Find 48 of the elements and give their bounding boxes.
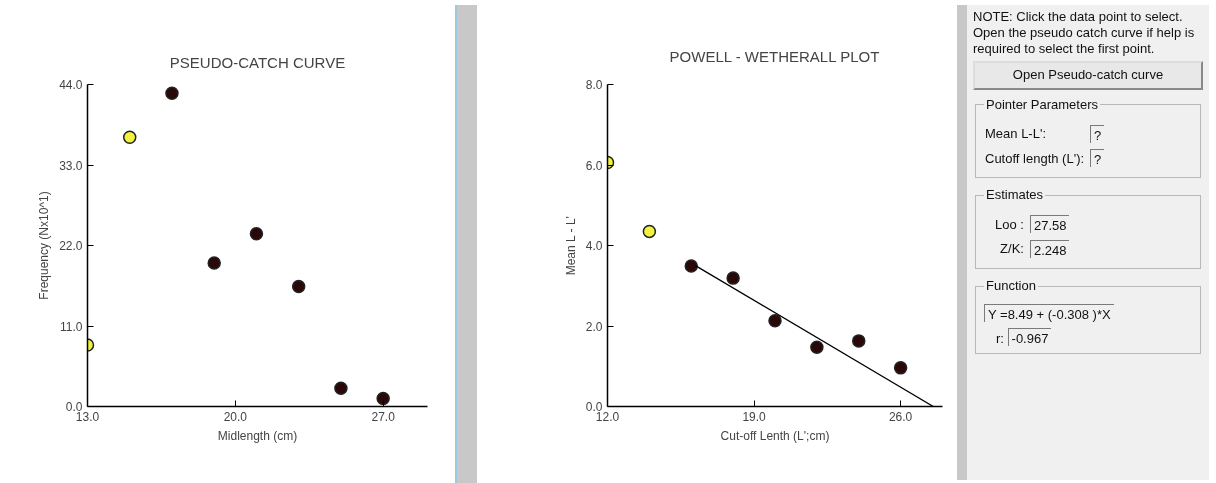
text: Estimates bbox=[985, 186, 1045, 205]
x-axis-title: Midlength (cm) bbox=[217, 428, 298, 443]
text: Mean L-L': bbox=[984, 125, 1047, 144]
y-tick-label: 44.0 bbox=[59, 78, 83, 92]
y-tick-label: 22.0 bbox=[59, 239, 83, 253]
y-tick-label: 0.0 bbox=[585, 400, 603, 414]
point bbox=[165, 86, 179, 101]
text: Cutoff length (L'): bbox=[984, 149, 1086, 168]
text: r: bbox=[996, 331, 1004, 347]
y-tick-label: 8.0 bbox=[585, 78, 603, 92]
point bbox=[684, 259, 698, 273]
point bbox=[291, 279, 306, 294]
text: Function bbox=[985, 276, 1037, 295]
y-tick-label: 2.0 bbox=[585, 319, 603, 334]
point bbox=[852, 334, 866, 348]
y-tick-label: 11.0 bbox=[60, 319, 83, 334]
y-tick-label: 0.0 bbox=[65, 400, 83, 414]
y-tick-label: 33.0 bbox=[59, 158, 83, 173]
text: Pointer Parameters bbox=[985, 95, 1099, 114]
point bbox=[893, 361, 908, 375]
text: ? bbox=[1090, 124, 1105, 143]
x-tick-label: 20.0 bbox=[223, 409, 248, 424]
chart-title: POWELL - WETHERALL PLOT bbox=[669, 48, 880, 65]
x-tick-label: 26.0 bbox=[888, 409, 913, 424]
point bbox=[810, 340, 824, 355]
y-axis-title: Frequency (Nx10^1) bbox=[37, 191, 52, 300]
y-tick-label: 4.0 bbox=[585, 239, 603, 253]
x-axis-title: Cut-off Lenth (L';cm) bbox=[720, 428, 830, 443]
point bbox=[334, 381, 348, 395]
text: ? bbox=[1090, 149, 1105, 168]
text: 2.248 bbox=[1029, 239, 1070, 258]
y-tick-label: 6.0 bbox=[585, 158, 603, 173]
text: Z/K: bbox=[999, 240, 1025, 259]
point bbox=[207, 256, 221, 270]
y-axis-title: Mean L - L' bbox=[563, 216, 578, 276]
x-tick-label: 19.0 bbox=[742, 409, 767, 424]
point bbox=[249, 227, 264, 241]
text: Loo : bbox=[994, 215, 1025, 234]
text: 27.58 bbox=[1029, 215, 1070, 234]
point bbox=[726, 271, 740, 285]
text: Y =8.49 + (-0.308 )*X bbox=[984, 303, 1114, 322]
text: -0.967 bbox=[1007, 328, 1052, 347]
text: NOTE: Click the data point to select. Open the pseudo catch curve if help is required to select the first point. bbox=[973, 9, 1196, 57]
text: Open Pseudo-catch curve bbox=[973, 61, 1203, 90]
point bbox=[376, 391, 390, 406]
point bbox=[768, 314, 782, 328]
chart-title: PSEUDO-CATCH CURVE bbox=[169, 54, 346, 71]
x-tick-label: 27.0 bbox=[371, 409, 396, 424]
